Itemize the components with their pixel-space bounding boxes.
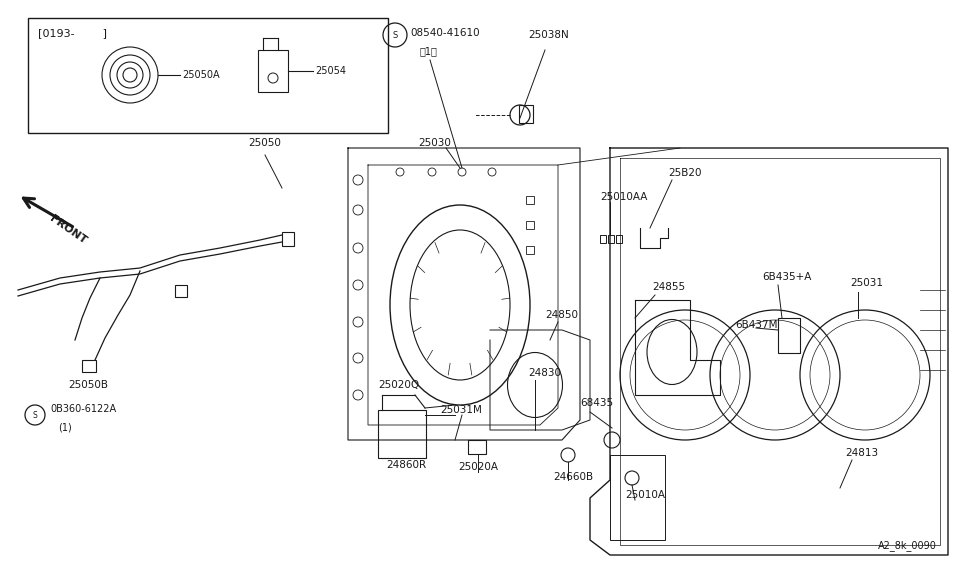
- Bar: [600, 235, 606, 243]
- Text: 25020A: 25020A: [458, 462, 498, 472]
- Bar: [616, 235, 622, 243]
- Bar: [608, 235, 614, 243]
- Text: 25B20: 25B20: [668, 168, 701, 178]
- Bar: [778, 318, 800, 353]
- Text: 68435: 68435: [580, 398, 613, 408]
- Bar: [468, 440, 486, 454]
- Bar: [258, 50, 288, 92]
- Bar: [378, 410, 426, 458]
- Text: 25050B: 25050B: [68, 380, 108, 390]
- Text: [0193-        ]: [0193- ]: [38, 28, 107, 38]
- Text: 25038N: 25038N: [528, 30, 568, 40]
- Text: S: S: [392, 31, 398, 40]
- Text: 25031: 25031: [850, 278, 883, 288]
- Text: (1): (1): [58, 423, 72, 433]
- Text: 0B360-6122A: 0B360-6122A: [50, 404, 116, 414]
- Text: A2_8k_0090: A2_8k_0090: [878, 540, 937, 551]
- Bar: [526, 196, 534, 204]
- Bar: [526, 221, 534, 229]
- Bar: [82, 360, 96, 372]
- Text: 24660B: 24660B: [553, 472, 593, 482]
- Text: 25010AA: 25010AA: [600, 192, 647, 202]
- Text: 25020Q: 25020Q: [378, 380, 419, 390]
- Text: 24855: 24855: [652, 282, 685, 292]
- Text: 24850: 24850: [545, 310, 578, 320]
- Text: 25050: 25050: [248, 138, 281, 148]
- Bar: [526, 246, 534, 254]
- Bar: [610, 455, 665, 540]
- Text: 6B435+A: 6B435+A: [762, 272, 811, 282]
- Text: 6B437M: 6B437M: [735, 320, 777, 330]
- Text: 〈1〉: 〈1〉: [420, 46, 438, 56]
- Bar: [175, 285, 187, 297]
- Text: S: S: [32, 410, 37, 419]
- Text: 08540-41610: 08540-41610: [410, 28, 480, 38]
- Bar: [28, 18, 388, 133]
- Text: 25030: 25030: [418, 138, 450, 148]
- Text: 25031M: 25031M: [440, 405, 482, 415]
- Text: 25054: 25054: [315, 66, 346, 76]
- Bar: [519, 105, 533, 123]
- Text: FRONT: FRONT: [48, 213, 89, 246]
- Text: 25010A: 25010A: [625, 490, 665, 500]
- Bar: [282, 232, 294, 246]
- Text: 25050A: 25050A: [182, 70, 219, 80]
- Text: 24813: 24813: [845, 448, 878, 458]
- Text: 24860R: 24860R: [386, 460, 426, 470]
- Text: 24830: 24830: [528, 368, 561, 378]
